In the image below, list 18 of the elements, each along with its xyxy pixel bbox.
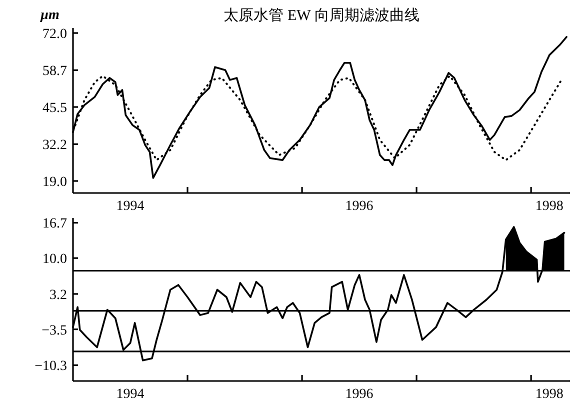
- y-tick-label: 3.2: [50, 288, 67, 303]
- chart-title: 太原水管 EW 向周期滤波曲线: [224, 7, 420, 24]
- y-axis-title: μm: [40, 8, 60, 23]
- x-tick-label: 1996: [345, 387, 374, 401]
- y-tick-label: 16.7: [42, 216, 67, 232]
- x-tick-label: 1994: [116, 199, 144, 214]
- y-tick-label: −10.3: [34, 359, 67, 374]
- y-tick-label: −3.5: [42, 323, 67, 338]
- x-tick-label: 1998: [535, 199, 564, 214]
- y-tick-label: 32.2: [42, 138, 67, 154]
- x-tick-label: 1998: [535, 387, 564, 401]
- x-tick-label: 1994: [116, 387, 144, 401]
- y-tick-label: 45.5: [42, 101, 67, 116]
- y-tick-label: 19.0: [42, 174, 67, 190]
- x-tick-label: 1996: [345, 199, 374, 214]
- y-tick-label: 10.0: [42, 252, 67, 268]
- y-tick-label: 72.0: [42, 27, 67, 42]
- y-tick-label: 58.7: [42, 64, 67, 80]
